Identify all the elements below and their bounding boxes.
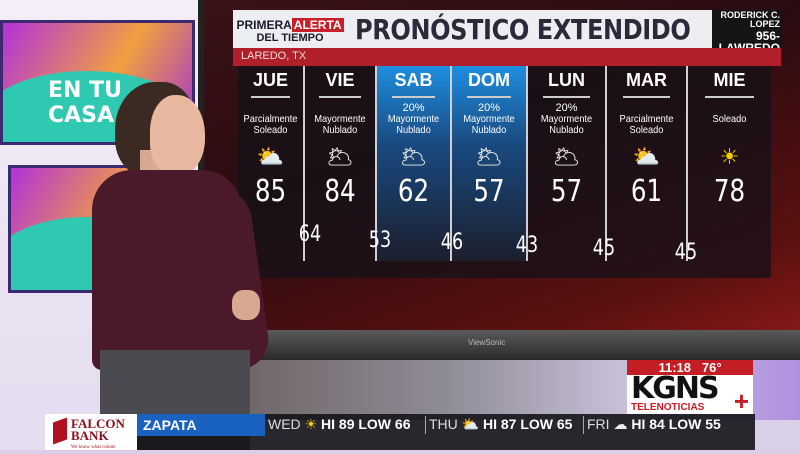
low-temp: 64 (298, 222, 322, 247)
low-temp: 53 (368, 228, 392, 253)
partly-sunny-icon: ⛅ (632, 144, 661, 169)
forecast-title: PRONÓSTICO EXTENDIDO (355, 13, 691, 46)
cloudy-icon: ☁ (613, 416, 628, 432)
high-temp: 62 (397, 174, 430, 209)
day-label: VIE (325, 70, 355, 90)
mostly-cloudy-windy-icon: 🌥 (326, 144, 354, 169)
ticker-city: ZAPATA (137, 414, 265, 436)
low-temp: 45 (674, 240, 698, 265)
mostly-cloudy-icon: 🌥 (552, 144, 581, 169)
contact-info: RODERICK C. LOPEZ 956-LAWREDO 529-7336 (712, 10, 782, 67)
day-label: LUN (548, 70, 585, 90)
sunny-icon: ☀ (304, 416, 318, 432)
forecast-day-mar: MAR Parcialmente Soleado ⛅ 61 (607, 66, 688, 261)
ticker-forecast-wed: WED ☀ HI 89 LOW 66 (268, 416, 411, 432)
low-temp: 43 (515, 233, 539, 258)
precip-chance: 20% (402, 102, 425, 114)
high-temp: 78 (713, 174, 746, 209)
high-temp: 61 (630, 174, 663, 209)
mostly-cloudy-windy-icon: 🌥 (399, 144, 428, 169)
condition-text: Mayormente Nublado (387, 113, 440, 137)
condition-text: Parcialmente Soleado (619, 113, 674, 137)
ticker-divider (583, 416, 584, 434)
forecast-day-lun: LUN 20% Mayormente Nublado 🌥 57 (528, 66, 607, 261)
condition-text: Mayormente Nublado (540, 113, 593, 137)
high-temp: 84 (324, 174, 356, 209)
day-label: MAR (626, 70, 667, 90)
partly-sunny-windy-icon: ⛅ (256, 144, 285, 169)
sponsor-logo: FALCON BANK We know what counts (45, 414, 137, 450)
condition-text: Parcialmente Soleado (243, 113, 298, 137)
high-temp: 85 (254, 174, 287, 209)
high-temp: 57 (473, 174, 505, 209)
forecast-day-vie: VIE Mayormente Nublado 🌥 84 (305, 66, 377, 261)
condition-text: Soleado (712, 113, 747, 125)
precip-chance: 20% (555, 102, 578, 114)
low-temp: 46 (440, 230, 464, 255)
location-label: LAREDO, TX (233, 48, 781, 66)
mostly-cloudy-icon: 🌥 (475, 144, 503, 169)
ticker-forecast-thu: THU ⛅ HI 87 LOW 65 (429, 416, 573, 432)
high-temp: 57 (550, 174, 583, 209)
condition-text: Mayormente Nublado (314, 113, 366, 137)
forecast-day-mie: MIE Soleado ☀ 78 (688, 66, 771, 261)
partly-sunny-icon: ⛅ (461, 416, 480, 432)
ticker-divider (425, 416, 426, 434)
day-label: MIE (713, 70, 746, 90)
forecast-day-sab: SAB 20% Mayormente Nublado 🌥 62 (377, 66, 452, 261)
day-label: JUE (252, 70, 288, 90)
presenter-hand-clicker (232, 290, 260, 320)
condition-text: Mayormente Nublado (463, 113, 515, 137)
low-temp: 45 (592, 236, 616, 261)
day-label: DOM (468, 70, 510, 90)
brand-logo: PRIMERA ALERTA DEL TIEMPO (236, 18, 344, 44)
ticker-forecast-fri: FRI ☁ HI 84 LOW 55 (587, 416, 721, 432)
presenter-face (150, 95, 205, 175)
station-bug: 11:18 76° KGNS TELENOTICIAS + (627, 360, 753, 414)
precip-chance: 20% (477, 102, 501, 114)
forecast-day-dom: DOM 20% Mayormente Nublado 🌥 57 (452, 66, 528, 261)
forecast-day-jue: JUE Parcialmente Soleado ⛅ 85 (238, 66, 305, 261)
tv-bezel: ViewSonic (198, 330, 800, 360)
day-label: SAB (394, 70, 433, 90)
sunny-icon: ☀ (719, 144, 740, 169)
plus-icon: + (733, 386, 749, 416)
